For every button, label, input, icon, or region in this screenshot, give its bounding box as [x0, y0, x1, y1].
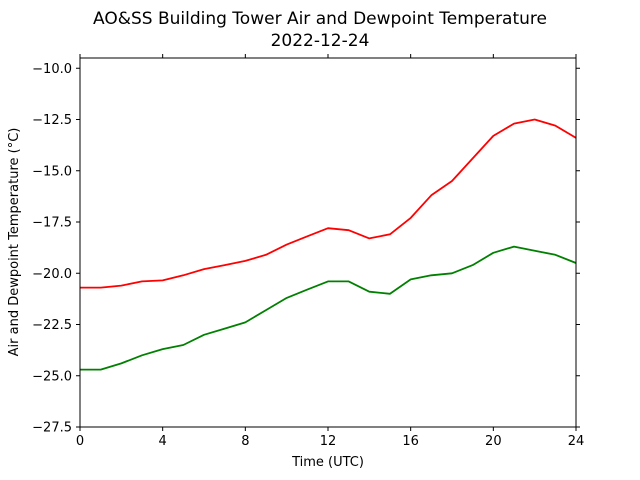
x-tick-label: 4 [159, 434, 167, 449]
x-tick-label: 0 [76, 434, 84, 449]
chart-title: AO&SS Building Tower Air and Dewpoint Te… [93, 9, 547, 29]
x-axis-label: Time (UTC) [291, 455, 364, 470]
y-tick-label: −15.0 [32, 164, 72, 179]
y-tick-label: −20.0 [32, 267, 72, 282]
x-tick-label: 20 [485, 434, 502, 449]
x-tick-label: 24 [568, 434, 585, 449]
tick-layer: 0 4 8 12 16 20 24 −27.5 −25.0 −22.5 −20.0 −17.5 −15.… [32, 54, 584, 449]
series-line-2 [80, 245, 577, 371]
series-line-1 [80, 118, 577, 289]
y-tick-label: −27.5 [32, 421, 72, 436]
y-tick-label: −12.5 [32, 113, 72, 128]
x-tick-label: 12 [320, 434, 337, 449]
y-tick-label: −25.0 [32, 369, 72, 384]
y-tick-label: −22.5 [32, 318, 72, 333]
series-layer [80, 118, 577, 371]
y-tick-label: −10.0 [32, 62, 72, 77]
chart-subtitle: 2022-12-24 [271, 31, 370, 51]
x-tick-label: 16 [402, 434, 419, 449]
y-tick-label: −17.5 [32, 216, 72, 231]
y-axis-label: Air and Dewpoint Temperature (°C) [7, 128, 22, 357]
plot-frame [79, 57, 577, 428]
x-tick-label: 8 [241, 434, 249, 449]
